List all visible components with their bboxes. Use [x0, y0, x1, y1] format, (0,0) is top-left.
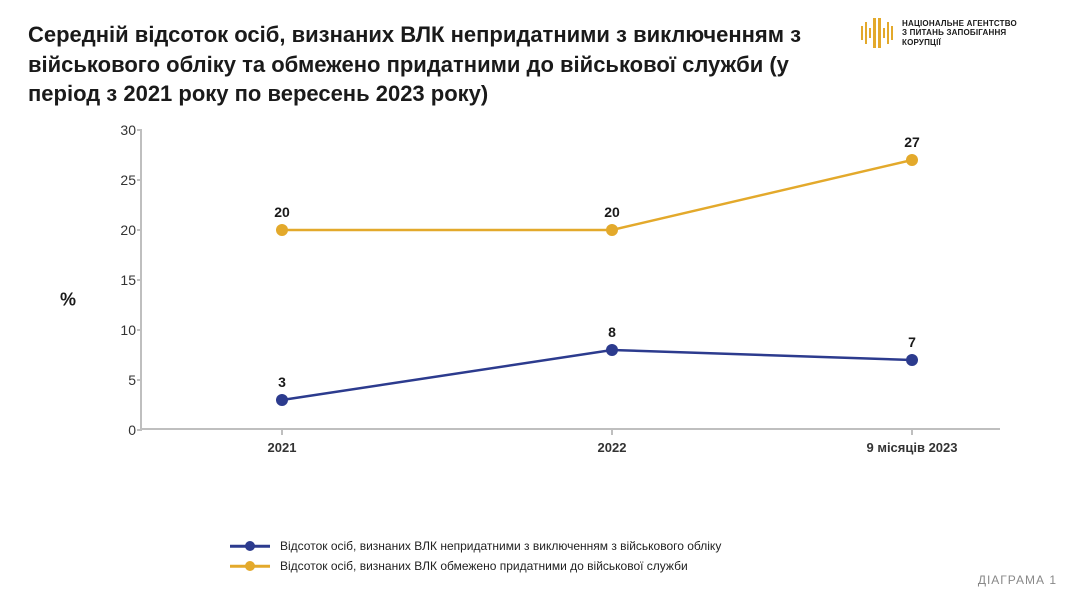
agency-logo: НАЦІОНАЛЬНЕ АГЕНТСТВОЗ ПИТАНЬ ЗАПОБІГАНН… — [860, 16, 1017, 50]
legend-item: Відсоток осіб, визнаних ВЛК обмежено при… — [230, 559, 721, 573]
plot-svg — [142, 130, 1002, 430]
legend: Відсоток осіб, визнаних ВЛК непридатними… — [230, 533, 721, 573]
plot-area: 051015202530202120229 місяців 2023387202… — [140, 130, 1000, 430]
legend-label: Відсоток осіб, визнаних ВЛК непридатними… — [280, 539, 721, 553]
y-tick-label: 10 — [102, 322, 136, 338]
series-marker — [606, 224, 618, 236]
data-point-label: 7 — [908, 334, 916, 350]
y-tick-mark — [137, 229, 142, 231]
y-tick-label: 0 — [102, 422, 136, 438]
data-point-label: 3 — [278, 374, 286, 390]
y-tick-label: 15 — [102, 272, 136, 288]
chart-title: Середній відсоток осіб, визнаних ВЛК неп… — [28, 20, 848, 109]
y-tick-mark — [137, 379, 142, 381]
legend-swatch — [230, 540, 270, 552]
series-marker — [606, 344, 618, 356]
y-tick-mark — [137, 329, 142, 331]
y-tick-mark — [137, 429, 142, 431]
x-tick-mark — [611, 430, 613, 435]
y-tick-mark — [137, 179, 142, 181]
y-tick-label: 25 — [102, 172, 136, 188]
legend-label: Відсоток осіб, визнаних ВЛК обмежено при… — [280, 559, 688, 573]
data-point-label: 20 — [604, 204, 620, 220]
x-tick-label: 9 місяців 2023 — [842, 440, 982, 455]
agency-logo-text: НАЦІОНАЛЬНЕ АГЕНТСТВОЗ ПИТАНЬ ЗАПОБІГАНН… — [902, 19, 1017, 47]
series-line — [282, 160, 912, 230]
data-point-label: 20 — [274, 204, 290, 220]
series-marker — [906, 354, 918, 366]
diagram-number: ДІАГРАМА 1 — [978, 573, 1057, 587]
series-marker — [276, 394, 288, 406]
series-marker — [276, 224, 288, 236]
data-point-label: 8 — [608, 324, 616, 340]
legend-item: Відсоток осіб, визнаних ВЛК непридатними… — [230, 539, 721, 553]
x-tick-mark — [281, 430, 283, 435]
y-tick-label: 30 — [102, 122, 136, 138]
x-tick-label: 2022 — [542, 440, 682, 455]
bars-icon — [860, 16, 894, 50]
data-point-label: 27 — [904, 134, 920, 150]
series-marker — [906, 154, 918, 166]
series-line — [282, 350, 912, 400]
y-tick-label: 5 — [102, 372, 136, 388]
legend-swatch — [230, 560, 270, 572]
y-axis-label: % — [60, 290, 76, 311]
y-tick-label: 20 — [102, 222, 136, 238]
y-tick-mark — [137, 279, 142, 281]
x-tick-label: 2021 — [212, 440, 352, 455]
line-chart: % 051015202530202120229 місяців 20233872… — [60, 130, 1020, 470]
x-tick-mark — [911, 430, 913, 435]
y-tick-mark — [137, 129, 142, 131]
